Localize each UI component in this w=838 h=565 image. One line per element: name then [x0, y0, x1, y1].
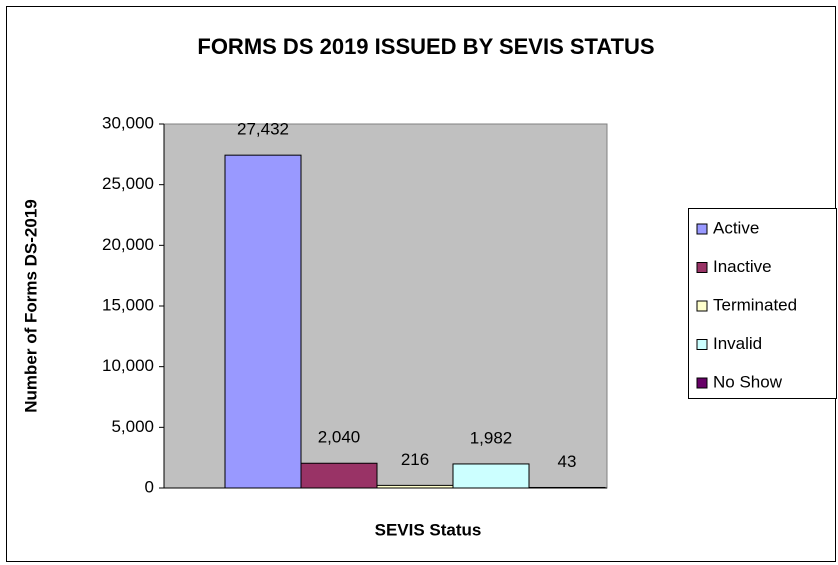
y-tick-label: 5,000 — [111, 417, 154, 436]
data-label: 1,982 — [470, 428, 513, 447]
y-tick-label: 0 — [145, 477, 154, 496]
legend-label: Invalid — [713, 334, 762, 353]
data-label: 27,432 — [237, 120, 289, 139]
bar — [224, 154, 302, 489]
legend-label: Active — [713, 218, 759, 237]
bar — [452, 463, 530, 489]
y-tick-label: 30,000 — [102, 113, 154, 132]
y-tick-label: 15,000 — [102, 295, 154, 314]
y-tick-label: 25,000 — [102, 174, 154, 193]
data-label: 43 — [558, 452, 577, 471]
data-label: 216 — [401, 450, 429, 469]
legend-swatch — [696, 262, 708, 273]
data-label: 2,040 — [318, 428, 361, 447]
y-tick-label: 20,000 — [102, 235, 154, 254]
y-axis-label: Number of Forms DS-2019 — [21, 199, 40, 413]
x-axis-label: SEVIS Status — [375, 520, 482, 539]
bar — [300, 462, 378, 489]
legend-label: Terminated — [713, 295, 797, 314]
legend-swatch — [696, 377, 708, 389]
legend-box — [688, 208, 837, 399]
legend-swatch — [696, 339, 708, 350]
legend-label: No Show — [713, 372, 783, 391]
y-tick-label: 10,000 — [102, 356, 154, 375]
chart-title: FORMS DS 2019 ISSUED BY SEVIS STATUS — [197, 34, 654, 59]
legend-swatch — [696, 300, 708, 312]
legend-label: Inactive — [713, 257, 772, 276]
legend-swatch — [696, 223, 708, 235]
